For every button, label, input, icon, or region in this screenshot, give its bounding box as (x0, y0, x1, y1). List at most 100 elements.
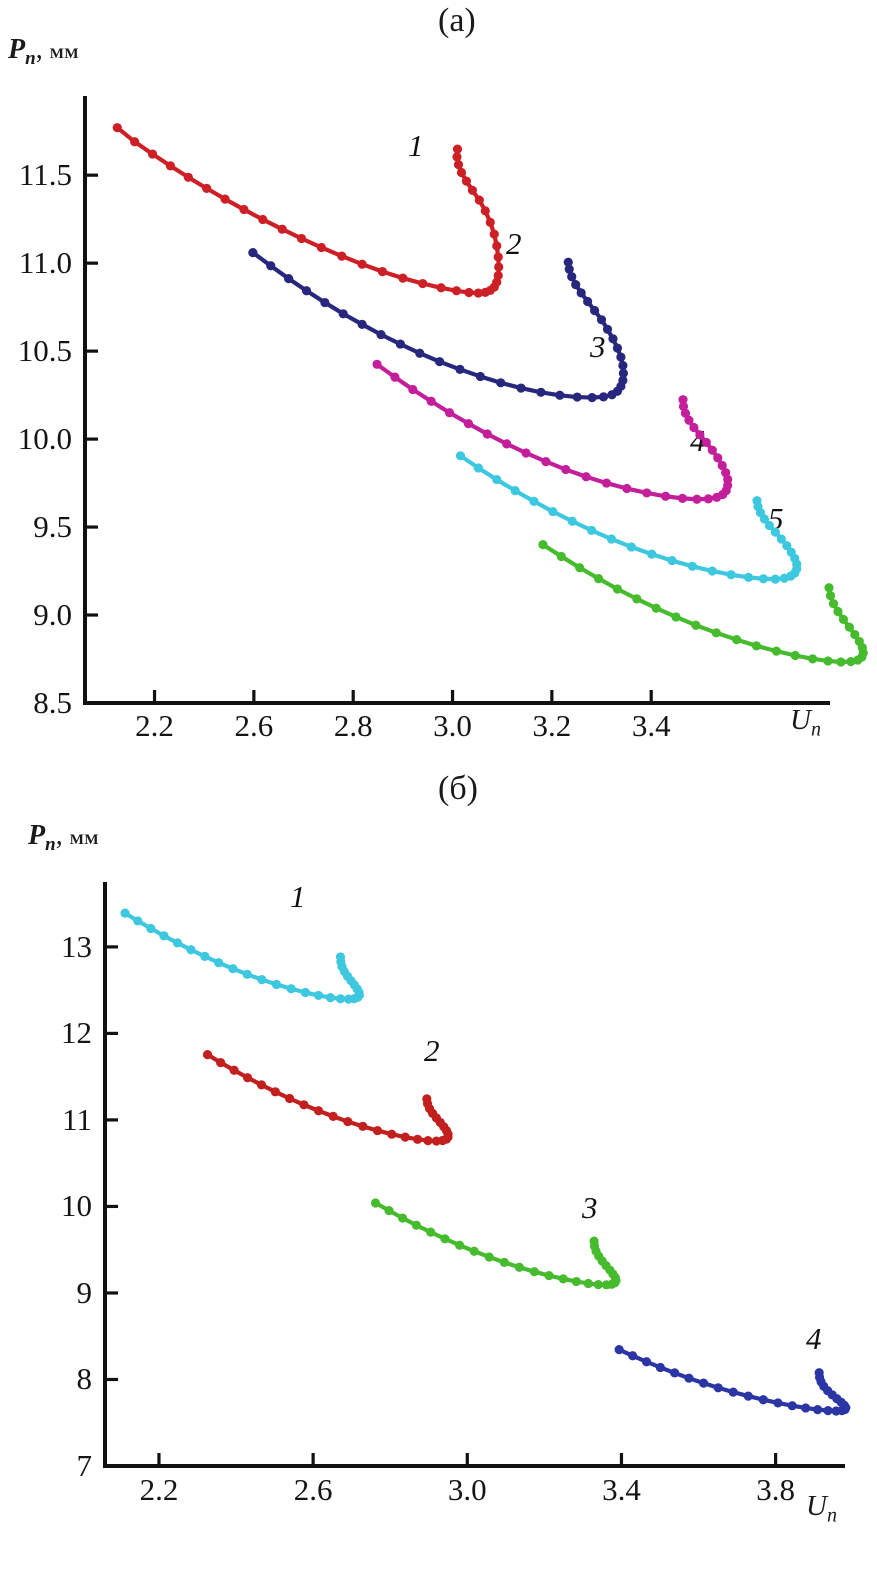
series-number-label-1: 1 (290, 879, 306, 914)
series-marker (596, 315, 607, 325)
series-marker (743, 572, 754, 582)
series-marker (667, 556, 677, 566)
series-marker (239, 204, 249, 215)
series-number-label-3: 3 (590, 329, 606, 364)
series-marker (548, 506, 558, 517)
panel-a-x-axis-title: Un (790, 706, 821, 744)
series-marker (563, 257, 573, 267)
series-marker (824, 583, 834, 593)
series-marker (786, 547, 796, 557)
y-var-symbol: P (28, 820, 46, 851)
series-marker (338, 309, 348, 319)
series-marker (266, 261, 276, 271)
series-marker (426, 396, 436, 406)
x-axis-tick-label: 3.8 (756, 1472, 795, 1507)
series-marker (678, 395, 688, 405)
series-line (122, 911, 362, 1002)
series-marker (423, 1136, 433, 1146)
series-marker (242, 969, 252, 979)
series-line (458, 453, 799, 582)
series-marker (489, 229, 499, 239)
y-var-subscript: n (45, 834, 56, 856)
series-marker (214, 958, 224, 968)
series-marker (296, 233, 307, 244)
series-marker (172, 938, 183, 948)
series-marker (159, 931, 169, 941)
chart-canvas-b (103, 882, 851, 1468)
y-var-subscript: n (25, 48, 36, 70)
x-axis-tick-label: 3.4 (631, 708, 671, 743)
x-var-subscript: n (826, 1504, 837, 1527)
chart-canvas-a (83, 96, 868, 705)
series-marker (436, 283, 446, 293)
series-marker (228, 964, 238, 974)
series-marker (618, 360, 628, 371)
series-marker (256, 1080, 267, 1090)
series-marker (475, 371, 485, 382)
series-marker (555, 390, 565, 400)
series-marker (752, 496, 762, 506)
series-marker (771, 646, 781, 656)
series-marker (473, 288, 483, 298)
series-marker (838, 614, 849, 625)
series-marker (415, 348, 425, 358)
series-marker (316, 242, 327, 253)
series-marker (538, 540, 548, 550)
series-number-label-2: 2 (424, 1033, 440, 1068)
data-series-4 (455, 451, 802, 584)
series-marker (833, 606, 843, 617)
y-axis-tick-label: 13 (61, 928, 92, 964)
series-marker (567, 272, 577, 282)
y-axis-tick-label: 9.0 (33, 597, 72, 633)
y-axis-tick-label: 11.0 (18, 245, 72, 281)
series-marker (689, 422, 699, 433)
series-marker (300, 987, 311, 998)
series-marker (571, 1276, 581, 1287)
series-marker (801, 1403, 811, 1413)
y-axis-tick-label: 11 (62, 1101, 92, 1137)
series-number-label-2: 2 (506, 226, 522, 261)
series-marker (758, 574, 769, 584)
series-marker (593, 574, 604, 584)
series-marker (601, 478, 612, 488)
x-axis-tick-label: 3.0 (447, 1472, 487, 1507)
series-marker (721, 468, 731, 478)
series-marker (463, 419, 474, 429)
series-marker (541, 457, 551, 467)
series-marker (216, 1057, 226, 1068)
series-marker (456, 167, 467, 178)
series-marker (493, 270, 503, 281)
series-marker (186, 945, 196, 955)
series-marker (612, 343, 623, 353)
series-marker (707, 445, 717, 455)
series-marker (510, 486, 520, 496)
series-marker (695, 430, 705, 440)
x-var-symbol: U (790, 704, 811, 736)
series-marker (670, 1368, 680, 1378)
series-marker (357, 259, 367, 269)
series-marker (408, 384, 418, 395)
series-marker (529, 496, 539, 506)
series-marker (202, 1050, 213, 1060)
series-marker (655, 1362, 665, 1373)
series-marker (564, 264, 574, 274)
series-marker (589, 1236, 599, 1246)
series-marker (112, 123, 122, 133)
series-marker (836, 657, 846, 667)
series-marker (529, 1267, 539, 1277)
series-marker (202, 183, 212, 193)
series-marker (473, 463, 483, 473)
series-marker (313, 1106, 324, 1116)
panel-a-y-axis-title: Pn, мм (8, 36, 79, 73)
series-marker (641, 1357, 652, 1367)
series-marker (337, 251, 347, 261)
series-marker (328, 1111, 338, 1121)
series-marker (133, 916, 143, 926)
series-marker (285, 1093, 295, 1104)
series-marker (671, 612, 681, 622)
series-marker (370, 1198, 381, 1208)
series-marker (828, 598, 839, 609)
y-axis-tick-label: 9 (76, 1274, 93, 1310)
series-line (374, 362, 730, 502)
